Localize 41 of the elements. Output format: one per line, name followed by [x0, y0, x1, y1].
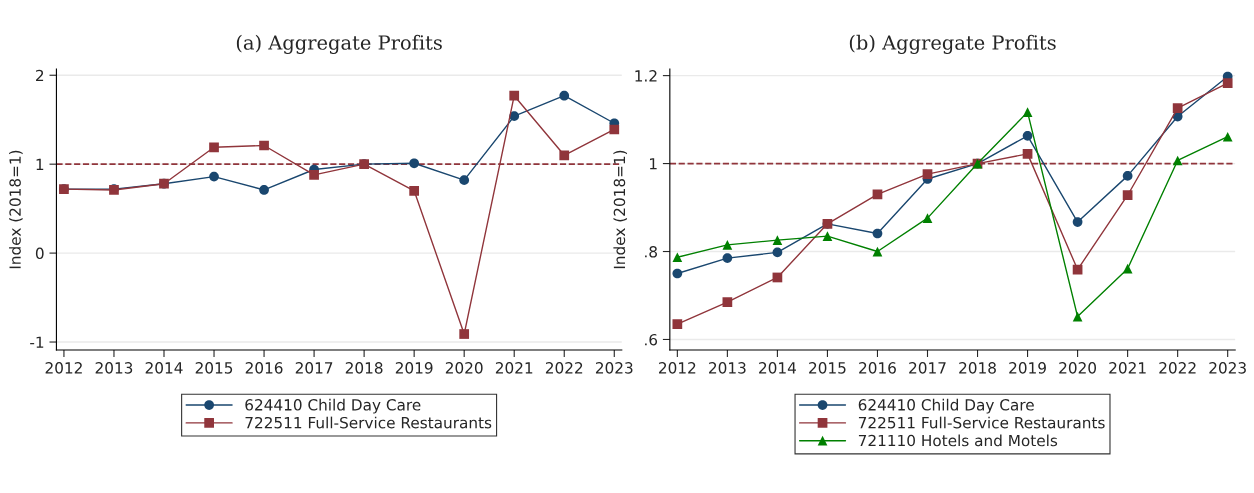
- y-axis-title: Index (2018=1): [613, 150, 628, 269]
- y-tick-label: .8: [645, 245, 657, 258]
- x-tick-label: 2012: [659, 362, 696, 374]
- x-tick-label: 2020: [445, 362, 483, 374]
- x-tick-label: 2021: [1109, 362, 1146, 374]
- y-tick-label: 2: [36, 69, 44, 82]
- chart-title: (b) Aggregate Profits: [849, 34, 1056, 54]
- legend-label: 721110 Hotels and Motels: [858, 434, 1058, 447]
- x-tick-label: 2018: [959, 362, 996, 374]
- x-tick-label: 2017: [295, 362, 333, 374]
- x-tick-label: 2015: [195, 362, 233, 374]
- y-tick-label: 0: [35, 247, 44, 260]
- y-tick-label: .6: [645, 333, 658, 346]
- x-tick-label: 2022: [545, 362, 583, 374]
- y-tick-label: 1.2: [635, 70, 657, 82]
- x-tick-label: 2016: [859, 362, 896, 374]
- y-axis-title: Index (2018=1): [9, 150, 23, 269]
- x-tick-label: 2015: [809, 362, 846, 374]
- x-tick-label: 2022: [1159, 362, 1196, 374]
- x-tick-label: 2023: [595, 362, 633, 374]
- x-tick-label: 2018: [345, 362, 383, 374]
- legend-label: 624410 Child Day Care: [245, 398, 421, 414]
- x-tick-label: 2013: [95, 362, 133, 374]
- x-tick-label: 2023: [1209, 362, 1246, 374]
- x-tick-label: 2021: [495, 362, 533, 374]
- x-tick-label: 2020: [1059, 362, 1097, 374]
- x-tick-label: 2014: [145, 362, 183, 374]
- legend-label: 722511 Full-Service Restaurants: [858, 416, 1105, 429]
- x-tick-label: 2012: [45, 362, 82, 374]
- x-tick-label: 2019: [395, 362, 433, 374]
- x-tick-label: 2019: [1009, 362, 1046, 374]
- legend-label: 624410 Child Day Care: [858, 398, 1034, 414]
- x-tick-label: 2017: [909, 362, 946, 374]
- legend-label: 722511 Full-Service Restaurants: [245, 416, 492, 429]
- chart-title: (a) Aggregate Profits: [236, 34, 442, 54]
- y-tick-label: -1: [30, 336, 44, 348]
- x-tick-label: 2016: [245, 362, 283, 374]
- x-tick-label: 2014: [759, 362, 796, 374]
- y-tick-label: 1: [649, 158, 657, 170]
- x-tick-label: 2013: [709, 362, 746, 374]
- y-tick-label: 1: [36, 158, 44, 170]
